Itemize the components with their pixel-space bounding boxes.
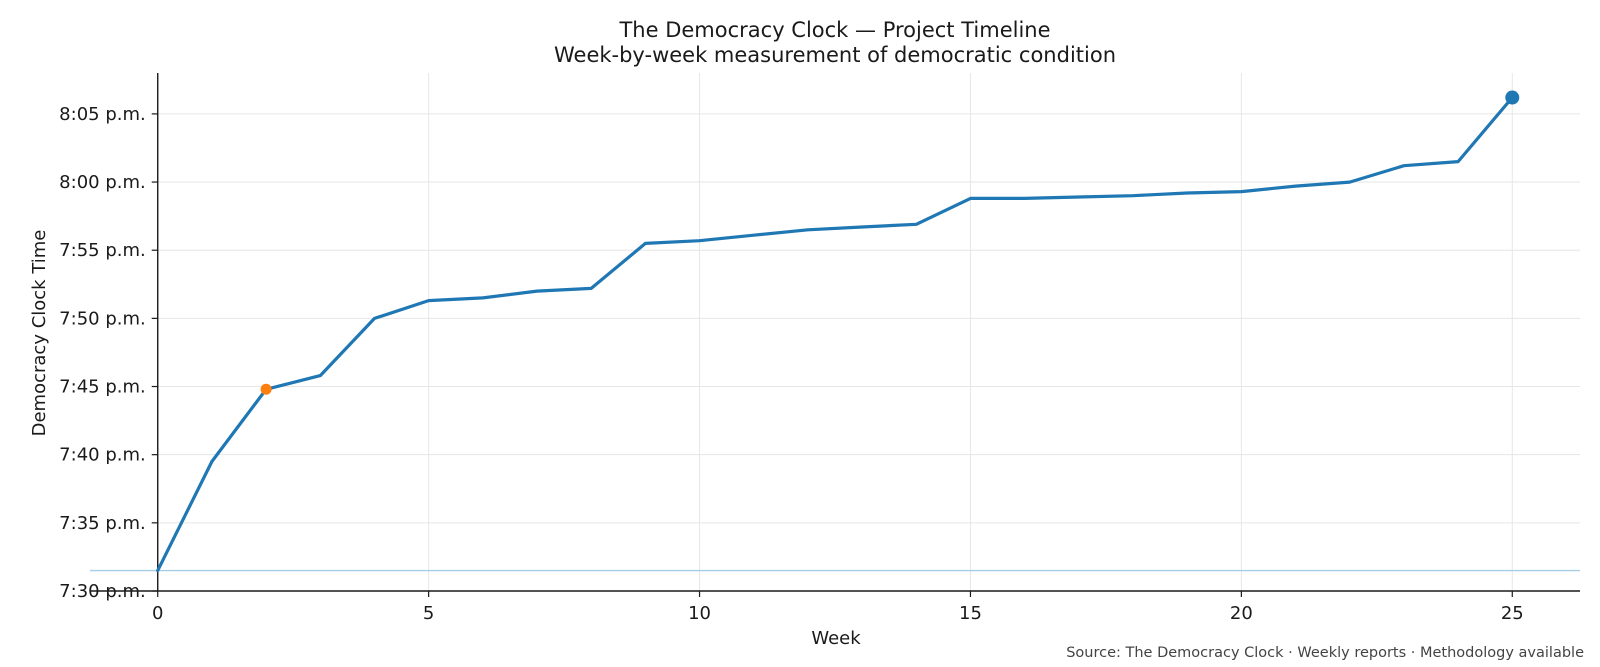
chart-subtitle: Week-by-week measurement of democratic c… [554,43,1116,67]
series-line [156,95,1514,573]
x-tick-label: 5 [423,603,434,624]
x-tick-label: 15 [959,603,982,624]
y-tick-label: 8:05 p.m. [59,104,146,125]
x-tick-label: 20 [1230,603,1253,624]
grid-lines [157,73,1580,592]
axes [90,73,1580,592]
y-tick-label: 7:50 p.m. [59,308,146,329]
highlight-point-orange [260,383,272,395]
y-tick-label: 7:40 p.m. [59,445,146,466]
y-tick-label: 7:35 p.m. [59,513,146,534]
x-tick-label: 25 [1501,603,1524,624]
y-tick-label: 8:00 p.m. [59,172,146,193]
chart-title: The Democracy Clock — Project Timeline [618,18,1050,42]
source-note: Source: The Democracy Clock · Weekly rep… [1066,645,1584,661]
y-tick-label: 7:55 p.m. [59,240,146,261]
y-tick-label: 7:45 p.m. [59,377,146,398]
series [156,95,1514,573]
y-axis-label: Democracy Clock Time [29,230,50,437]
highlight-point-latest [1505,90,1520,105]
x-axis-label: Week [811,628,861,649]
highlight-points [260,90,1520,395]
axis-ticks: 0 5 10 15 20 25 7:30 p.m. 7:35 p.m. 7:40 p.m. 7:4… [59,104,1524,624]
x-tick-label: 0 [152,603,163,624]
y-tick-label: 7:30 p.m. [59,581,146,602]
x-tick-label: 10 [688,603,711,624]
